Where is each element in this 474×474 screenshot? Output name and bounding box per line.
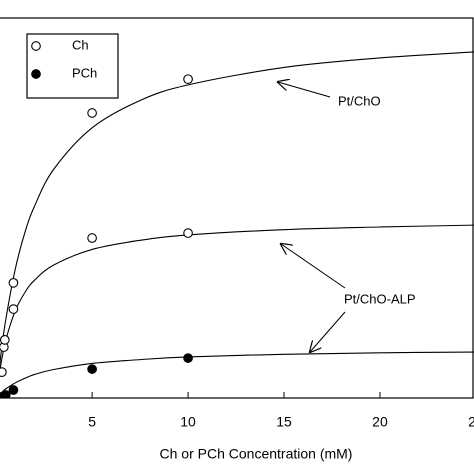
data-point bbox=[0, 390, 11, 398]
data-point bbox=[0, 335, 10, 345]
x-tick-label: 10 bbox=[180, 414, 196, 430]
legend: Ch PCh bbox=[26, 33, 119, 99]
arrow bbox=[278, 82, 331, 98]
data-point bbox=[183, 353, 193, 363]
data-point bbox=[183, 74, 193, 85]
x-axis-label: Ch or PCh Concentration (mM) bbox=[160, 446, 353, 462]
data-point bbox=[8, 278, 19, 288]
legend-label: PCh bbox=[72, 65, 97, 80]
annotation: Pt/ChO-ALP bbox=[344, 291, 416, 306]
plot-frame bbox=[0, 17, 474, 399]
data-point bbox=[8, 385, 19, 395]
fit-curve bbox=[0, 351, 474, 395]
data-point bbox=[8, 304, 19, 314]
fit-curve bbox=[0, 51, 474, 367]
legend-box bbox=[26, 33, 119, 99]
data-point bbox=[183, 228, 193, 238]
arrow bbox=[281, 244, 346, 289]
x-tick-label: 25 bbox=[468, 414, 474, 430]
legend-label: Ch bbox=[72, 37, 89, 52]
data-point bbox=[87, 108, 97, 118]
plot-area bbox=[0, 51, 474, 398]
x-tick-label: 5 bbox=[88, 414, 96, 430]
arrow bbox=[310, 311, 346, 352]
legend-marker bbox=[31, 41, 41, 51]
x-tick-label: 20 bbox=[372, 414, 388, 430]
data-point bbox=[87, 364, 97, 374]
fit-curve bbox=[0, 224, 474, 373]
legend-marker bbox=[31, 69, 41, 79]
x-tick-label: 15 bbox=[276, 414, 292, 430]
data-point bbox=[0, 367, 7, 378]
data-point bbox=[87, 233, 97, 243]
annotation: Pt/ChO bbox=[338, 93, 381, 108]
